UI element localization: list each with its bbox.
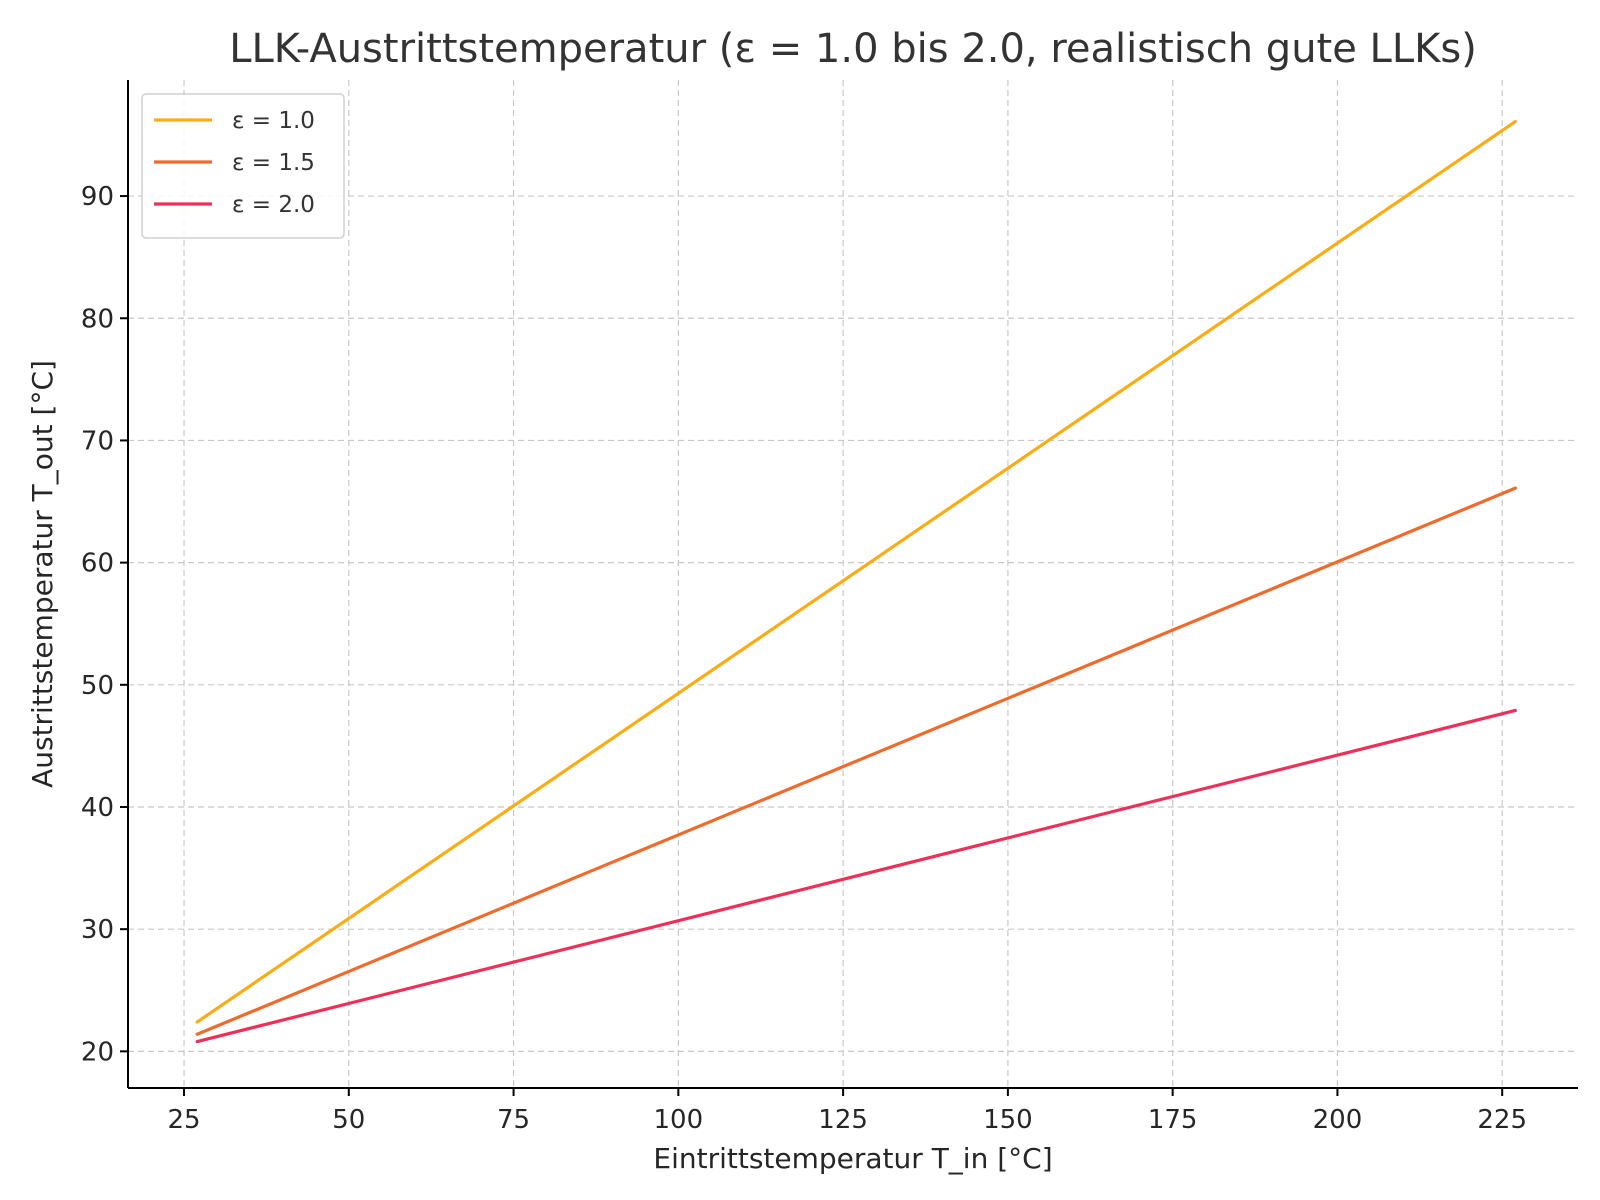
series-line-3 [195,708,1517,1044]
y-tick-label: 50 [81,671,114,701]
chart-title: LLK-Austrittstemperatur (ε = 1.0 bis 2.0… [229,26,1477,72]
legend: ε = 1.0 ε = 1.5 ε = 2.0 [141,93,345,239]
x-tick-label: 50 [332,1105,365,1135]
x-tick-label: 150 [983,1105,1033,1135]
legend-box [141,93,345,239]
x-tick-label: 225 [1477,1105,1527,1135]
x-axis-title: Eintrittstemperatur T_in [°C] [653,1142,1052,1175]
x-tick-label: 175 [1148,1105,1198,1135]
y-tick-label: 60 [81,549,114,579]
x-tick-label: 200 [1313,1105,1363,1135]
legend-label: ε = 2.0 [232,192,315,218]
y-tick-label: 40 [81,793,114,823]
y-tick-label: 80 [81,304,114,334]
y-axis-title: Austrittstemperatur T_out [°C] [26,360,59,788]
series-line-2 [195,486,1517,1036]
axes [120,80,1578,1096]
legend-label: ε = 1.5 [232,150,315,176]
x-tick-label: 100 [654,1105,704,1135]
grid [128,80,1578,1088]
x-tick-label: 125 [818,1105,868,1135]
x-tick-label: 75 [497,1105,530,1135]
y-tick-label: 20 [81,1037,114,1067]
y-tick-label: 30 [81,915,114,945]
series-lines [195,119,1517,1044]
tick-labels: 25 50 75 100 125 150 175 200 225 20 30 40 50 60 70 80 90 [81,182,1527,1135]
y-tick-label: 90 [81,182,114,212]
y-tick-label: 70 [81,426,114,456]
legend-label: ε = 1.0 [232,108,315,134]
x-tick-label: 25 [167,1105,200,1135]
series-line-1 [195,119,1517,1024]
